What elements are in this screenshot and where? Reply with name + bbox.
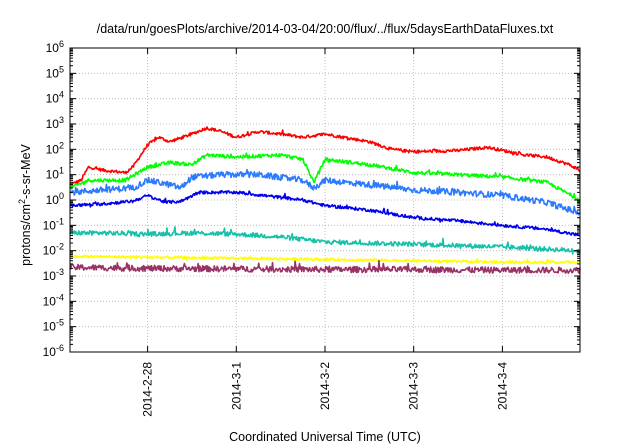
y-axis-label-prefix: protons/cm bbox=[19, 204, 33, 266]
data-series bbox=[69, 126, 581, 274]
flux-series-2 bbox=[69, 152, 581, 203]
y-tick-label-base: 10 bbox=[46, 168, 60, 182]
x-tick-label: 2014-2-28 bbox=[141, 362, 155, 417]
flux-series-1 bbox=[69, 126, 581, 186]
y-tick-label: 106 bbox=[46, 39, 64, 55]
flux-series-3 bbox=[69, 168, 581, 216]
y-tick-label-base: 10 bbox=[46, 142, 60, 156]
x-tick-labels: 2014-2-28 2014-3-1 2014-3-2 2014-3-3 2014-3-… bbox=[141, 362, 510, 417]
grid bbox=[70, 48, 580, 352]
y-tick-label: 10-5 bbox=[43, 318, 64, 334]
y-tick-label-base: 10 bbox=[46, 41, 60, 55]
y-tick-label-exp: -2 bbox=[56, 242, 64, 252]
y-tick-label-base: 10 bbox=[46, 193, 60, 207]
y-tick-label-exp: 6 bbox=[59, 39, 64, 49]
y-tick-label-base: 10 bbox=[46, 66, 60, 80]
y-tick-label-exp: -6 bbox=[56, 343, 64, 353]
y-tick-label: 10-3 bbox=[43, 267, 64, 283]
y-tick-label: 100 bbox=[46, 191, 64, 207]
y-tick-label-base: 10 bbox=[43, 294, 57, 308]
x-tick-label: 2014-3-1 bbox=[229, 362, 243, 410]
y-tick-label-base: 10 bbox=[43, 218, 57, 232]
y-tick-label: 10-2 bbox=[43, 242, 64, 258]
flux-series-4 bbox=[69, 190, 581, 237]
y-tick-label: 104 bbox=[46, 90, 64, 106]
y-tick-label: 105 bbox=[46, 64, 64, 80]
y-tick-labels: 10-610-510-410-310-210-11001011021031041… bbox=[43, 39, 64, 359]
y-tick-label-base: 10 bbox=[43, 345, 57, 359]
flux-series-7 bbox=[69, 259, 581, 274]
ticks bbox=[70, 47, 580, 353]
y-tick-label-exp: -3 bbox=[56, 267, 64, 277]
x-tick-label: 2014-3-3 bbox=[407, 362, 421, 410]
y-tick-label: 10-1 bbox=[43, 216, 64, 232]
y-tick-label-exp: 2 bbox=[59, 140, 64, 150]
y-tick-label-base: 10 bbox=[46, 117, 60, 131]
y-axis-label-suffix: -s-sr-MeV bbox=[19, 143, 33, 199]
y-tick-label-exp: 4 bbox=[59, 90, 64, 100]
y-tick-label: 101 bbox=[46, 166, 64, 182]
x-axis-label: Coordinated Universal Time (UTC) bbox=[229, 430, 421, 444]
y-tick-label-exp: 3 bbox=[59, 115, 64, 125]
y-axis-label: protons/cm2-s-sr-MeV bbox=[17, 143, 33, 265]
y-tick-label-exp: 1 bbox=[59, 166, 64, 176]
y-tick-label-exp: -1 bbox=[56, 216, 64, 226]
y-tick-label-base: 10 bbox=[43, 269, 57, 283]
x-tick-label: 2014-3-4 bbox=[495, 362, 509, 410]
flux-series-5 bbox=[69, 226, 581, 255]
x-tick-label: 2014-3-2 bbox=[318, 362, 332, 410]
chart-title: /data/run/goesPlots/archive/2014-03-04/2… bbox=[97, 22, 554, 36]
y-tick-label-exp: 0 bbox=[59, 191, 64, 201]
y-tick-label: 10-4 bbox=[43, 292, 64, 308]
y-tick-label-base: 10 bbox=[43, 244, 57, 258]
y-tick-label-exp: -5 bbox=[56, 318, 64, 328]
y-tick-label-exp: 5 bbox=[59, 64, 64, 74]
y-tick-label: 10-6 bbox=[43, 343, 64, 359]
y-tick-label-base: 10 bbox=[46, 92, 60, 106]
y-axis-label-sup: 2 bbox=[17, 199, 27, 204]
y-tick-label: 102 bbox=[46, 140, 64, 156]
y-tick-label-exp: -4 bbox=[56, 292, 64, 302]
flux-series-6 bbox=[69, 254, 581, 265]
y-tick-label-base: 10 bbox=[43, 320, 57, 334]
y-tick-label: 103 bbox=[46, 115, 64, 131]
